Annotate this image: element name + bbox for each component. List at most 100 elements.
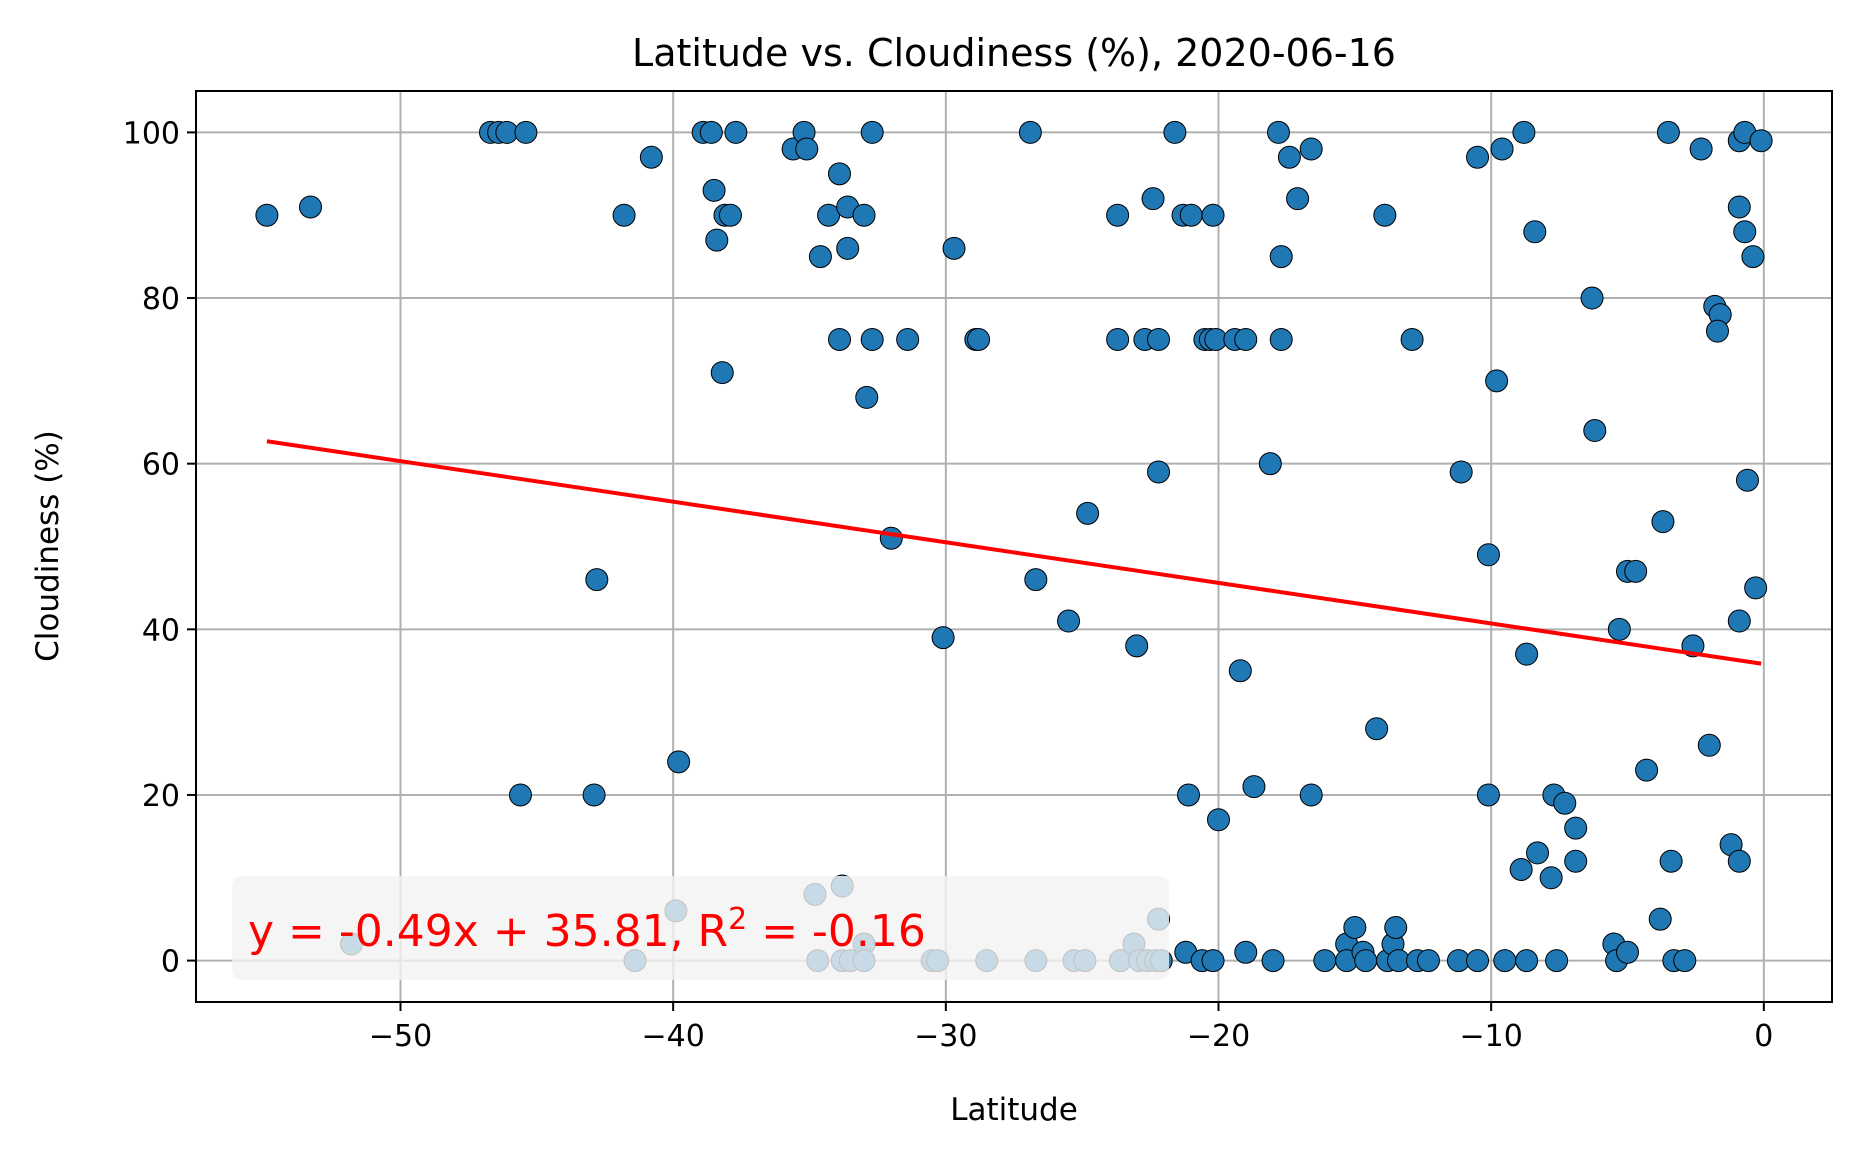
y-tick-label: 100 bbox=[123, 116, 180, 151]
data-point bbox=[1659, 849, 1683, 873]
data-point bbox=[1313, 949, 1337, 973]
x-tick-label: −10 bbox=[1460, 1019, 1523, 1054]
data-point bbox=[852, 203, 876, 227]
data-point bbox=[1727, 849, 1751, 873]
data-point bbox=[1242, 775, 1266, 799]
data-point bbox=[1705, 319, 1729, 343]
data-point bbox=[1258, 452, 1282, 476]
data-point bbox=[585, 568, 609, 592]
plot-area bbox=[196, 91, 1832, 1002]
regression-line bbox=[266, 439, 1762, 666]
data-point bbox=[1616, 940, 1639, 964]
data-point bbox=[1266, 120, 1290, 144]
y-tick-label: 60 bbox=[142, 448, 180, 483]
data-point bbox=[1228, 659, 1252, 683]
data-point bbox=[836, 236, 860, 260]
data-point bbox=[1365, 717, 1389, 741]
data-point bbox=[1607, 617, 1631, 641]
data-point bbox=[1673, 949, 1697, 973]
data-point bbox=[795, 137, 819, 161]
data-point bbox=[255, 203, 279, 227]
data-point bbox=[1490, 137, 1514, 161]
data-point bbox=[1697, 733, 1721, 757]
data-point bbox=[1269, 327, 1293, 351]
data-point bbox=[1106, 203, 1130, 227]
data-point bbox=[718, 203, 742, 227]
data-point bbox=[1179, 203, 1203, 227]
x-tick-label: −40 bbox=[642, 1019, 705, 1054]
x-tick-label: 0 bbox=[1754, 1019, 1773, 1054]
data-point bbox=[808, 245, 832, 269]
data-point bbox=[942, 236, 966, 260]
chart-title: Latitude vs. Cloudiness (%), 2020-06-16 bbox=[632, 31, 1396, 75]
y-tick-label: 0 bbox=[161, 945, 180, 980]
axis-ticks: −50 −40 −30 −20 −10 0 0 20 40 60 80 100 bbox=[123, 116, 1774, 1054]
data-point bbox=[699, 120, 723, 144]
data-point bbox=[1125, 634, 1149, 658]
data-point bbox=[1466, 949, 1490, 973]
data-point bbox=[1583, 419, 1607, 443]
data-point bbox=[1343, 915, 1367, 939]
data-point bbox=[1749, 129, 1773, 153]
data-point bbox=[705, 228, 729, 252]
data-point bbox=[710, 361, 734, 385]
data-point bbox=[1539, 866, 1563, 890]
data-point bbox=[1523, 220, 1547, 244]
data-point bbox=[855, 385, 879, 409]
data-point bbox=[1545, 949, 1569, 973]
data-point bbox=[1485, 369, 1509, 393]
data-point bbox=[1234, 327, 1258, 351]
data-point bbox=[1744, 576, 1768, 600]
data-point bbox=[1727, 195, 1751, 219]
data-point bbox=[582, 783, 606, 807]
data-point bbox=[1580, 286, 1604, 310]
data-point bbox=[1449, 460, 1473, 484]
r-squared-exponent: 2 bbox=[728, 902, 747, 937]
data-point bbox=[1727, 609, 1751, 633]
annotation-box bbox=[232, 876, 1169, 980]
data-point bbox=[1735, 468, 1759, 492]
data-point bbox=[1147, 327, 1171, 351]
data-point bbox=[1024, 568, 1048, 592]
data-point bbox=[1741, 245, 1765, 269]
data-point bbox=[1416, 949, 1440, 973]
data-point bbox=[1141, 187, 1165, 211]
data-point bbox=[1509, 857, 1533, 881]
data-point bbox=[896, 327, 920, 351]
annotation-segment: = -0.16 bbox=[747, 906, 926, 957]
data-point bbox=[1057, 609, 1081, 633]
data-point bbox=[1207, 808, 1230, 832]
data-point bbox=[1201, 949, 1225, 973]
y-tick-label: 40 bbox=[142, 613, 180, 648]
data-point bbox=[1177, 783, 1201, 807]
data-point bbox=[299, 195, 323, 219]
data-point bbox=[879, 526, 903, 550]
data-point bbox=[612, 203, 636, 227]
data-point bbox=[1286, 187, 1310, 211]
data-point bbox=[1733, 220, 1757, 244]
y-tick-label: 20 bbox=[142, 779, 180, 814]
x-tick-label: −50 bbox=[369, 1019, 432, 1054]
data-point bbox=[1076, 501, 1100, 525]
data-point bbox=[1635, 758, 1659, 782]
data-point bbox=[1466, 145, 1490, 169]
data-point bbox=[827, 162, 851, 186]
data-point bbox=[1400, 327, 1424, 351]
data-point bbox=[1515, 642, 1539, 666]
data-point bbox=[1689, 137, 1713, 161]
data-point bbox=[724, 120, 748, 144]
y-tick-label: 80 bbox=[142, 282, 180, 317]
y-axis-label: Cloudiness (%) bbox=[30, 430, 66, 662]
data-point bbox=[1354, 949, 1378, 973]
annotation-segment: y = -0.49x + 35.81, R bbox=[248, 906, 728, 957]
data-point bbox=[1512, 120, 1536, 144]
data-point bbox=[1163, 120, 1187, 144]
data-point bbox=[1553, 791, 1577, 815]
data-point bbox=[514, 120, 538, 144]
data-point bbox=[1261, 949, 1285, 973]
data-point bbox=[1277, 145, 1301, 169]
data-point bbox=[1147, 460, 1171, 484]
data-point bbox=[967, 327, 991, 351]
data-point bbox=[1476, 543, 1500, 567]
